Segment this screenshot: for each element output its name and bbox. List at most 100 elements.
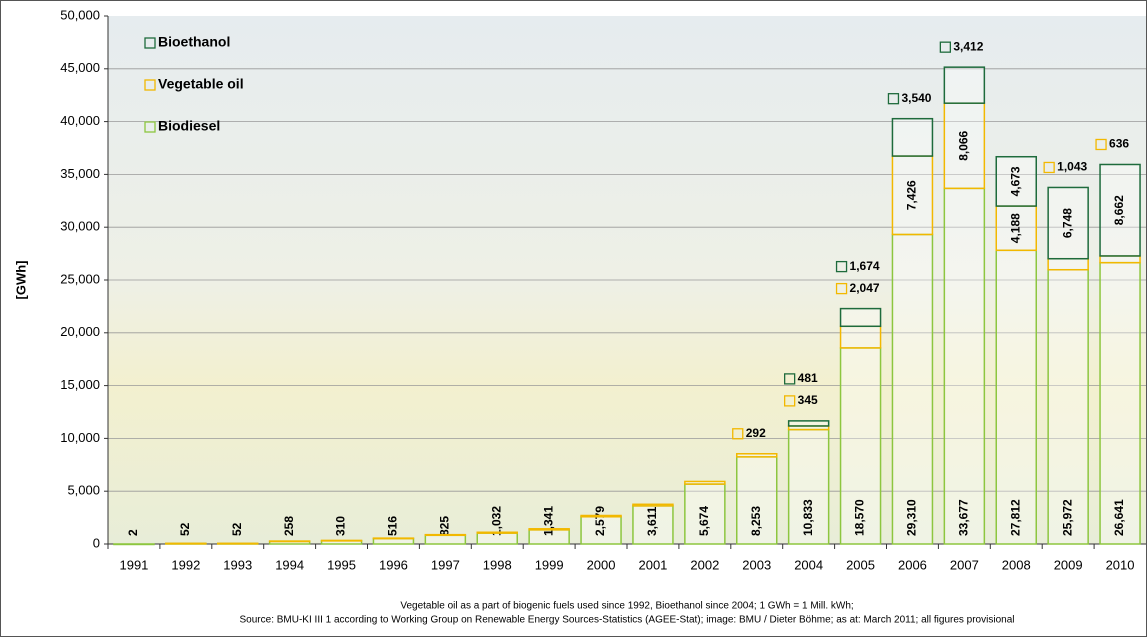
bar-segment: [528, 528, 570, 531]
bar-segment: [268, 540, 311, 543]
note: Source: BMU-KI III 1 according to Workin…: [240, 615, 1015, 626]
bar-segment: [1099, 163, 1141, 257]
label-marker: [887, 93, 900, 105]
y-tick-label: 25,000: [60, 271, 100, 286]
bar-segment: [839, 347, 882, 545]
x-tick-label: 2001: [638, 557, 667, 572]
x-tick-label: 2007: [950, 557, 979, 572]
data-label: 310: [334, 516, 348, 536]
data-label: 258: [282, 516, 296, 536]
data-label: 5,674: [697, 506, 711, 536]
data-label: 1,341: [541, 506, 555, 536]
data-label: 292: [746, 426, 766, 440]
data-label: 8,253: [749, 506, 763, 536]
x-tick-label: 1991: [119, 557, 148, 572]
data-label: 10,833: [801, 499, 815, 536]
data-label: 8,662: [1112, 195, 1126, 225]
label-marker: [939, 41, 951, 53]
x-tick-label: 1992: [171, 557, 200, 572]
bar-segment: [1099, 255, 1141, 264]
x-tick-label: 1993: [223, 557, 252, 572]
legend-marker: [144, 121, 156, 133]
label-marker: [1095, 138, 1107, 151]
data-label: 825: [438, 516, 452, 536]
x-tick-label: 1999: [535, 557, 564, 572]
bar-segment: [372, 537, 415, 540]
bar-segment: [424, 533, 467, 537]
x-tick-label: 2010: [1106, 557, 1135, 572]
data-label: 25,972: [1060, 499, 1074, 536]
x-tick-label: 1997: [431, 557, 460, 572]
data-label: 1,043: [1057, 160, 1087, 174]
data-label: 2: [126, 529, 140, 536]
y-tick-label: 40,000: [60, 113, 100, 128]
data-label: 1,032: [489, 506, 503, 536]
bar-segment: [476, 531, 518, 534]
bar-segment: [165, 542, 207, 545]
x-tick-label: 1995: [327, 557, 356, 572]
x-tick-label: 1994: [275, 557, 304, 572]
bar-segment: [1099, 261, 1141, 545]
data-label: 7,426: [905, 180, 919, 210]
y-tick-label: 30,000: [60, 219, 100, 234]
bar-segment: [1047, 257, 1089, 271]
legend-label: Biodiesel: [158, 118, 220, 134]
bar-segment: [943, 66, 986, 104]
x-tick-label: 2009: [1054, 557, 1083, 572]
bar-segment: [113, 543, 155, 546]
x-tick-label: 2000: [587, 557, 616, 572]
x-tick-label: 2004: [794, 557, 823, 572]
data-label: 3,412: [953, 39, 983, 53]
bar-segment: [891, 117, 934, 157]
y-tick-label: 35,000: [60, 166, 100, 181]
y-tick-label: 5,000: [67, 483, 100, 498]
data-label: 33,677: [957, 499, 971, 536]
data-label: 29,310: [905, 499, 919, 536]
data-label: 516: [386, 516, 400, 536]
data-label: 3,540: [901, 91, 931, 105]
data-label: 636: [1109, 137, 1129, 151]
bar-segment: [943, 102, 986, 190]
y-tick-label: 20,000: [60, 324, 100, 339]
data-label: 27,812: [1008, 499, 1022, 536]
bar-segment: [891, 233, 934, 545]
y-axis-label: [GWh]: [13, 261, 28, 300]
bar-segment: [736, 456, 778, 545]
data-label: 6,748: [1060, 208, 1074, 238]
y-tick-label: 0: [93, 535, 100, 550]
data-label: 8,066: [957, 130, 971, 160]
y-tick-label: 50,000: [60, 7, 100, 22]
data-label: 4,188: [1008, 213, 1022, 243]
data-label: 2,579: [593, 506, 607, 536]
label-marker: [1043, 161, 1055, 174]
y-tick-label: 10,000: [60, 430, 100, 445]
x-tick-label: 2006: [898, 557, 927, 572]
bar-segment: [320, 539, 363, 542]
bar-segment: [736, 453, 778, 458]
data-label: 481: [798, 371, 818, 385]
bar-segment: [943, 187, 986, 545]
label-marker: [784, 373, 796, 385]
legend-label: Bioethanol: [158, 34, 230, 50]
bar-segment: [787, 428, 830, 545]
data-label: 26,641: [1112, 499, 1126, 536]
data-label: 3,611: [645, 506, 659, 536]
data-label: 4,673: [1008, 166, 1022, 196]
legend-marker: [144, 37, 156, 49]
x-tick-label: 1996: [379, 557, 408, 572]
legend-label: Vegetable oil: [158, 76, 244, 92]
bar-segment: [580, 514, 622, 518]
bar-segment: [684, 480, 726, 485]
bar-segment: [632, 505, 674, 545]
x-tick-label: 1998: [483, 557, 512, 572]
label-marker: [784, 395, 796, 407]
label-marker: [835, 282, 848, 295]
x-tick-label: 2003: [742, 557, 771, 572]
x-tick-label: 2005: [846, 557, 875, 572]
x-tick-label: 2008: [1002, 557, 1031, 572]
data-label: 345: [798, 393, 818, 407]
bar-segment: [684, 483, 726, 545]
bar-segment: [1047, 186, 1089, 260]
label-marker: [732, 428, 744, 440]
